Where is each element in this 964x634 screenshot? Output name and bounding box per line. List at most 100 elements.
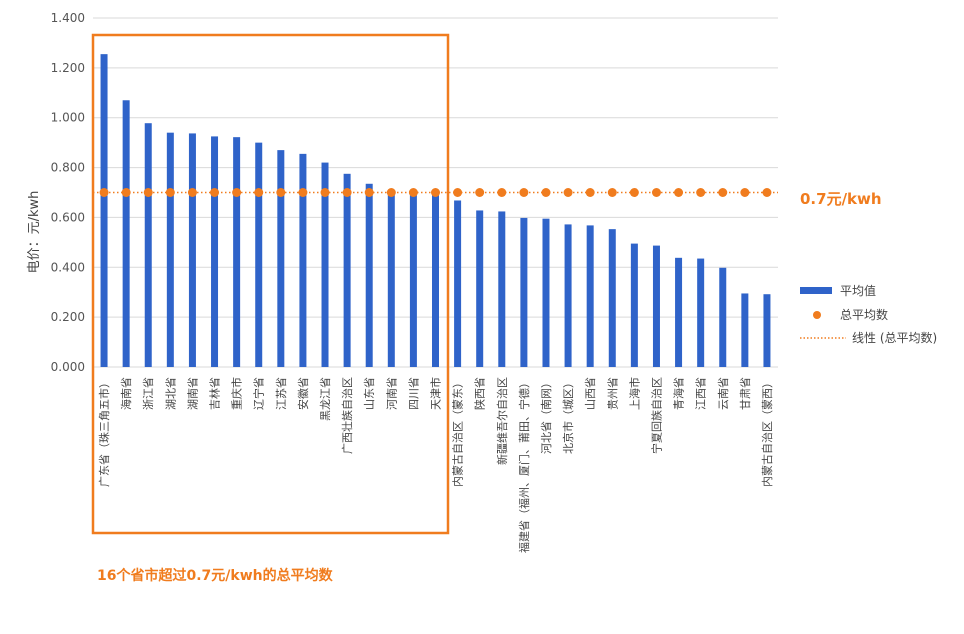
bar [675, 257, 683, 367]
x-tick-label: 宁夏回族自治区 [649, 377, 663, 454]
x-tick-label: 天津市 [429, 377, 443, 410]
average-point [696, 188, 706, 197]
average-point [563, 188, 573, 197]
average-point [674, 188, 684, 197]
x-tick-label: 湖南省 [186, 377, 199, 410]
x-tick-label: 福建省（福州、厦门、莆田、宁德） [517, 377, 531, 553]
average-point [408, 188, 418, 197]
average-point [718, 188, 728, 197]
average-point [364, 188, 374, 197]
x-tick-label: 贵州省 [606, 377, 619, 410]
legend-label-dot: 总平均数 [840, 307, 888, 322]
x-tick-label: 四川省 [407, 377, 420, 410]
bar [586, 225, 594, 367]
legend-swatch-dot [813, 311, 821, 319]
bar [432, 192, 439, 367]
bar [498, 211, 506, 367]
legend-label-bar: 平均值 [840, 283, 876, 298]
bar [697, 258, 705, 367]
average-point [298, 188, 308, 197]
x-tick-labels: 广东省（珠三角五市） 海南省 浙江省 湖北省 湖南省 吉林省 重庆市 辽宁省 江苏省 安徽省 黑龙江… [97, 377, 774, 553]
x-tick-label: 北京市（城区） [561, 377, 575, 454]
bar [343, 173, 351, 367]
avg-annotation: 0.7元/kwh [800, 190, 882, 208]
bars [100, 54, 771, 368]
x-tick-label: 上海市 [627, 377, 641, 410]
average-point [651, 188, 661, 197]
average-point [232, 188, 242, 197]
bar [233, 137, 241, 367]
bar [299, 153, 307, 367]
y-tick-label: 0.000 [51, 360, 85, 374]
x-tick-label: 湖北省 [164, 377, 177, 410]
average-point [431, 188, 440, 197]
bar [542, 218, 550, 367]
average-point [519, 188, 529, 197]
x-tick-label: 青海省 [672, 377, 686, 410]
bar [630, 243, 638, 367]
bar [763, 294, 771, 367]
bar [741, 293, 749, 367]
average-point [320, 188, 330, 197]
legend: 平均值 总平均数 线性 (总平均数) [800, 283, 937, 345]
bar [365, 183, 373, 367]
average-point [497, 188, 507, 197]
average-point [210, 188, 220, 197]
average-point [762, 188, 772, 197]
average-point [187, 188, 197, 197]
legend-label-line: 线性 (总平均数) [852, 330, 937, 345]
y-tick-label: 1.200 [51, 61, 85, 75]
bar [520, 217, 528, 367]
bar [608, 229, 616, 367]
x-tick-label: 广西壮族自治区 [340, 377, 354, 454]
bar [188, 133, 196, 367]
x-tick-label: 黑龙江省 [319, 377, 332, 421]
x-tick-label: 广东省（珠三角五市） [97, 377, 111, 487]
average-point [342, 188, 352, 197]
bar [277, 150, 285, 367]
average-point [585, 188, 595, 197]
y-tick-label: 0.400 [51, 260, 85, 274]
x-tick-label: 江苏省 [275, 377, 288, 410]
average-point [453, 188, 463, 197]
average-point [629, 188, 639, 197]
x-tick-label: 安徽省 [296, 377, 310, 410]
x-tick-label: 浙江省 [142, 377, 155, 410]
x-tick-label: 山东省 [363, 377, 376, 410]
box-annotation: 16个省市超过0.7元/kwh的总平均数 [97, 567, 334, 584]
average-points [99, 188, 772, 197]
x-tick-label: 辽宁省 [252, 377, 266, 410]
x-tick-label: 海南省 [119, 377, 133, 410]
bar [122, 100, 130, 367]
bar [211, 136, 219, 367]
legend-swatch-bar [800, 287, 832, 294]
bar [564, 224, 572, 367]
bar [387, 191, 395, 367]
x-tick-label: 重庆市 [230, 377, 244, 410]
bar [454, 200, 462, 367]
y-tick-label: 1.000 [51, 111, 85, 125]
average-point [143, 188, 153, 197]
x-tick-label: 河南省 [385, 377, 398, 410]
bar [719, 267, 727, 367]
average-point [607, 188, 617, 197]
x-tick-label: 吉林省 [208, 377, 222, 410]
x-tick-label: 内蒙古自治区（蒙东） [451, 377, 465, 487]
highlight-box [91, 33, 450, 535]
y-tick-label: 0.600 [51, 210, 85, 224]
x-tick-label: 河北省（南网） [540, 377, 553, 454]
x-tick-label: 内蒙古自治区（蒙西） [760, 377, 774, 487]
bar [409, 191, 417, 367]
bar [144, 123, 152, 367]
x-tick-label: 江西省 [695, 377, 708, 410]
y-tick-label: 1.400 [51, 11, 85, 25]
x-tick-label: 山西省 [584, 377, 597, 410]
bar [321, 162, 329, 367]
x-tick-label: 云南省 [717, 377, 730, 410]
average-point [475, 188, 485, 197]
y-axis-label: 电价：元/kwh [27, 191, 42, 274]
average-point [165, 188, 175, 197]
x-tick-label: 陕西省 [473, 377, 487, 410]
average-point [541, 188, 551, 197]
